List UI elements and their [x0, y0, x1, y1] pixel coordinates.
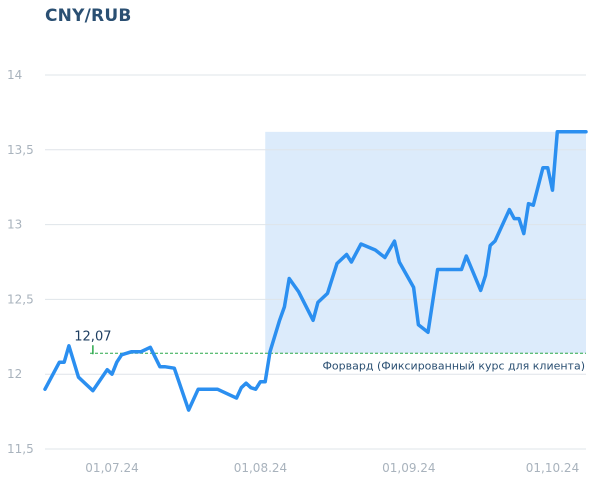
- chart-title: CNY/RUB: [45, 6, 132, 26]
- forward-label: Форвард (Фиксированный курс для клиента): [322, 359, 585, 372]
- series-line: [43, 130, 588, 412]
- y-tick-label: 11,5: [7, 442, 34, 456]
- x-tick-label: 01,10.24: [526, 461, 579, 475]
- y-tick-label: 12,5: [7, 292, 34, 306]
- highlight-region: [265, 131, 586, 354]
- y-tick-label: 13,5: [7, 143, 34, 157]
- x-tick-label: 01,07.24: [85, 461, 138, 475]
- x-tick-label: 01,08.24: [234, 461, 287, 475]
- x-tick-label: 01,09.24: [382, 461, 435, 475]
- forward-value-label: 12,07: [74, 329, 111, 344]
- y-tick-label: 13: [7, 218, 22, 232]
- y-tick-label: 12: [7, 367, 22, 381]
- y-tick-label: 14: [7, 68, 22, 82]
